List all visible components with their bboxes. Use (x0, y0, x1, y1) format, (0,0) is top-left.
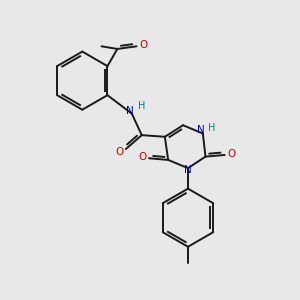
Text: N: N (197, 125, 205, 135)
Text: H: H (208, 122, 216, 133)
Text: O: O (138, 152, 146, 162)
Text: O: O (140, 40, 148, 50)
Text: N: N (184, 165, 192, 175)
Text: O: O (116, 147, 124, 157)
Text: N: N (126, 106, 134, 116)
Text: O: O (227, 149, 236, 159)
Text: H: H (138, 101, 146, 111)
